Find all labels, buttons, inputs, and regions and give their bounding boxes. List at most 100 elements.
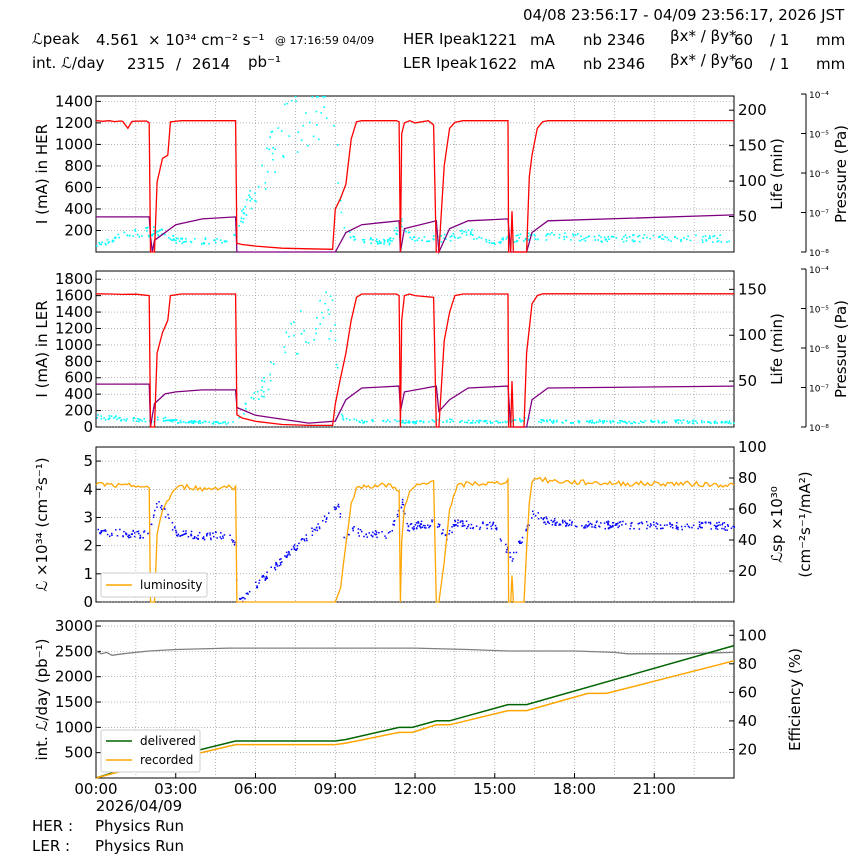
life-point-her (500, 240, 502, 243)
life-point-ler (521, 419, 523, 422)
specific-lumi-point (122, 535, 124, 537)
life-point-her (534, 234, 536, 237)
life-point-her (316, 96, 318, 98)
specific-lumi-point (607, 523, 609, 525)
life-point-ler (139, 419, 142, 421)
ytick-label-ler: 1400 (55, 303, 93, 321)
specific-lumi-point (125, 533, 127, 536)
life-point-ler (489, 422, 492, 424)
specific-lumi-point (325, 521, 327, 523)
specific-lumi-point (376, 536, 378, 539)
life-point-ler (359, 421, 361, 424)
pressure-line-ler (96, 383, 735, 428)
life-point-ler (263, 377, 265, 379)
life-point-her (305, 112, 307, 114)
life-point-her (178, 240, 181, 242)
ler-ipeak-unit: mA (530, 55, 555, 73)
specific-lumi-point (232, 541, 234, 543)
life-point-her (536, 238, 539, 241)
life-point-her (453, 235, 456, 237)
life-point-ler (403, 422, 406, 424)
life-point-her (608, 238, 610, 240)
life-point-ler (471, 422, 473, 424)
life-point-her (180, 238, 182, 240)
specific-lumi-point (551, 524, 554, 526)
life-point-her (353, 239, 355, 241)
current-line-ler (95, 293, 734, 428)
life-point-her (111, 239, 114, 242)
specific-lumi-point (700, 526, 702, 529)
life-point-ler (422, 421, 425, 424)
specific-lumi-point (239, 598, 241, 600)
specific-lumi-point (716, 525, 718, 527)
life-point-ler (345, 417, 348, 420)
life-point-her (105, 243, 107, 246)
specific-lumi-point (424, 525, 426, 527)
specific-lumi-point (414, 524, 417, 526)
life-point-ler (657, 421, 660, 423)
y2label-ler: Life (min) (768, 313, 786, 385)
specific-lumi-point (374, 530, 377, 532)
life-point-ler (721, 421, 724, 423)
specific-lumi-point (275, 564, 277, 566)
life-point-ler (222, 421, 225, 424)
life-point-ler (138, 420, 140, 423)
life-point-ler (366, 420, 368, 423)
specific-lumi-point (393, 519, 396, 522)
specific-lumi-point (617, 526, 619, 529)
specific-lumi-point (374, 533, 377, 536)
specific-lumi-point (513, 551, 515, 554)
life-point-ler (497, 422, 500, 424)
specific-lumi-point (612, 521, 615, 524)
specific-lumi-point (521, 541, 523, 543)
life-point-her (175, 237, 178, 239)
specific-lumi-point (699, 524, 701, 526)
specific-lumi-point (219, 536, 221, 538)
life-point-her (271, 130, 274, 133)
ytick-label-ler: 1800 (55, 270, 93, 288)
life-point-her (353, 236, 356, 238)
specific-lumi-point (363, 535, 365, 538)
life-point-her (266, 170, 269, 173)
life-point-ler (585, 420, 588, 423)
life-point-ler (624, 421, 627, 424)
life-point-her (295, 100, 297, 102)
intl-delivered: 2614 (192, 55, 231, 73)
specific-lumi-point (715, 527, 717, 530)
specific-lumi-point (562, 521, 564, 524)
life-point-her (637, 235, 639, 238)
life-point-ler (569, 422, 572, 424)
life-point-ler (315, 332, 318, 335)
specific-lumi-point (436, 526, 439, 528)
specific-lumi-point (125, 532, 127, 534)
specific-lumi-point (439, 524, 441, 526)
life-point-ler (221, 422, 224, 424)
life-point-ler (138, 418, 140, 421)
specific-lumi-point (220, 532, 222, 534)
specific-lumi-point (526, 525, 528, 528)
life-point-her (106, 239, 109, 241)
specific-lumi-point (461, 525, 463, 527)
life-point-her (587, 236, 589, 238)
specific-lumi-point (479, 526, 482, 529)
life-point-her (391, 240, 393, 242)
life-point-her (705, 240, 708, 242)
life-point-ler (609, 421, 612, 423)
specific-lumi-point (568, 523, 571, 526)
life-point-ler (714, 420, 717, 423)
specific-lumi-point (571, 521, 573, 523)
life-point-her (151, 234, 154, 237)
life-point-her (649, 237, 651, 240)
specific-lumi-point (472, 527, 474, 530)
life-point-her (271, 152, 274, 155)
life-point-her (499, 242, 502, 245)
specific-lumi-point (548, 522, 550, 525)
specific-lumi-point (288, 552, 290, 554)
life-point-her (389, 237, 391, 240)
pressure-tick-label-ler: 10⁻⁸ (809, 424, 829, 434)
specific-lumi-point (411, 527, 414, 529)
life-point-ler (416, 420, 418, 422)
life-point-her (674, 236, 676, 238)
life-point-ler (382, 419, 384, 422)
y2tick-label-integrated: 100 (738, 626, 767, 644)
